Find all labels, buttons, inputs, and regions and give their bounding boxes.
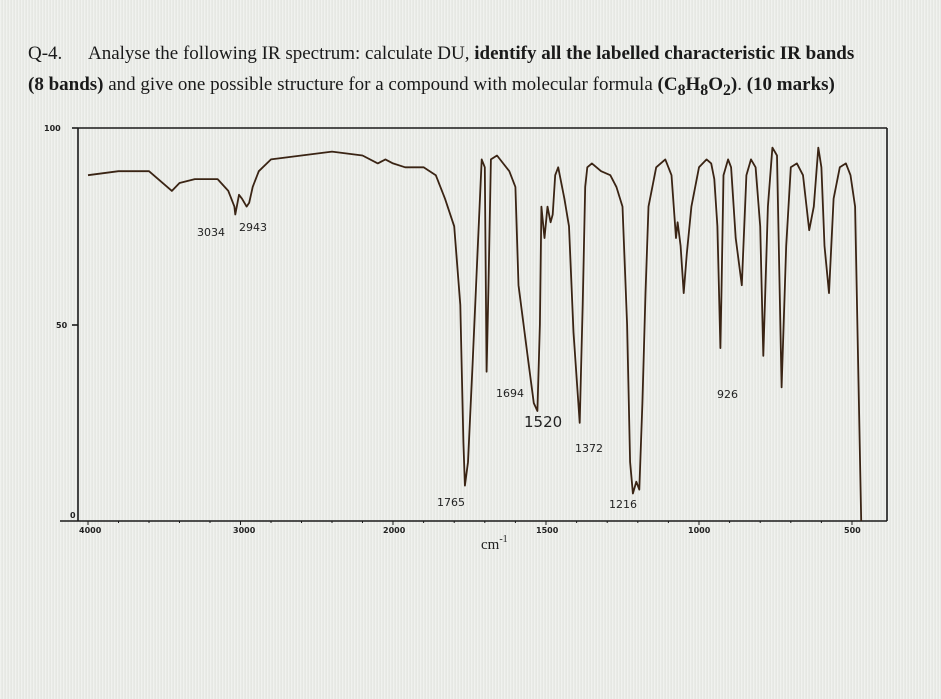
x-tick-1500: 1500 (536, 526, 559, 535)
peak-label-1694: 1694 (496, 387, 524, 400)
x-tick-1000: 1000 (688, 526, 711, 535)
x-tick-3000: 3000 (233, 526, 256, 535)
x-tick-4000: 4000 (79, 526, 102, 535)
question-instruction-2: and give one possible structure for a co… (108, 74, 653, 95)
peak-label-1372: 1372 (575, 442, 603, 455)
x-axis-ticks (87, 521, 853, 525)
y-tick-100: 100 (44, 124, 61, 133)
x-tick-500: 500 (844, 526, 861, 535)
peak-label-3034: 3034 (197, 226, 225, 239)
x-tick-2000: 2000 (383, 526, 406, 535)
peak-label-1520: 1520 (524, 413, 562, 431)
y-tick-0: 0 (70, 511, 76, 520)
plot-frame (60, 127, 888, 522)
question-instruction-bold: identify all the labelled characteristic… (474, 43, 855, 64)
peak-label-1765: 1765 (437, 496, 465, 509)
band-count: (8 bands) (28, 74, 104, 95)
molecular-formula: (C8H8O2) (657, 74, 738, 99)
question-line-2: (8 bands) and give one possible structur… (28, 74, 835, 99)
question-line-1: Q-4. Analyse the following IR spectrum: c… (28, 38, 928, 69)
marks: (10 marks) (746, 74, 835, 95)
y-tick-50: 50 (56, 321, 68, 330)
peak-label-926: 926 (717, 388, 738, 401)
question-instruction: Analyse the following IR spectrum: calcu… (88, 43, 470, 64)
question-text: Q-4. Analyse the following IR spectrum: c… (28, 38, 928, 106)
peak-label-1216: 1216 (609, 498, 637, 511)
x-axis-unit: cm-1 (481, 534, 508, 553)
peak-label-2943: 2943 (239, 221, 267, 234)
spectrum-trace (87, 146, 863, 522)
question-number: Q-4. (28, 43, 63, 64)
